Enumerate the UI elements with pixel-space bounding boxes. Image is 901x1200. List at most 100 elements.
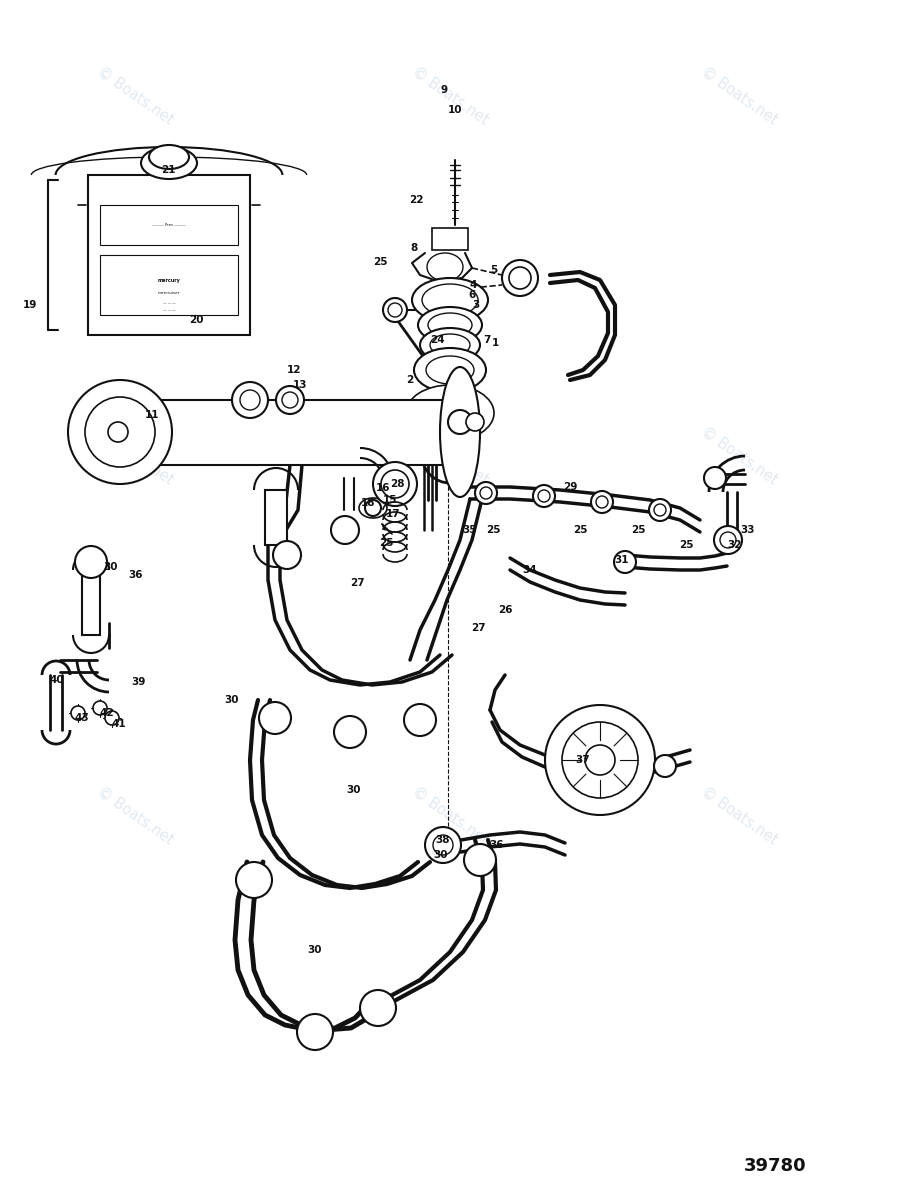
Text: 36: 36 bbox=[490, 840, 505, 850]
Text: 22: 22 bbox=[409, 194, 423, 205]
Ellipse shape bbox=[466, 413, 484, 431]
Text: 41: 41 bbox=[112, 719, 126, 730]
Ellipse shape bbox=[418, 307, 482, 343]
Ellipse shape bbox=[425, 827, 461, 863]
Text: © Boats.net: © Boats.net bbox=[95, 65, 176, 127]
Ellipse shape bbox=[105, 710, 119, 725]
Ellipse shape bbox=[85, 397, 155, 467]
Text: © Boats.net: © Boats.net bbox=[410, 785, 491, 847]
Text: 16: 16 bbox=[376, 484, 390, 493]
Ellipse shape bbox=[373, 462, 417, 506]
Text: 32: 32 bbox=[728, 540, 742, 550]
Text: 40: 40 bbox=[50, 674, 64, 685]
Text: — — —: — — — bbox=[162, 308, 176, 312]
Ellipse shape bbox=[383, 298, 407, 322]
Text: 36: 36 bbox=[129, 570, 143, 580]
Text: 25: 25 bbox=[486, 526, 500, 535]
Text: 37: 37 bbox=[576, 755, 590, 766]
Ellipse shape bbox=[365, 500, 381, 516]
Bar bbox=[82, 570, 100, 635]
Ellipse shape bbox=[404, 704, 436, 736]
Text: 38: 38 bbox=[436, 835, 450, 845]
Ellipse shape bbox=[562, 722, 638, 798]
Ellipse shape bbox=[704, 467, 726, 490]
Text: 30: 30 bbox=[224, 695, 240, 706]
Text: 1: 1 bbox=[491, 338, 498, 348]
Text: © Boats.net: © Boats.net bbox=[95, 425, 176, 487]
Bar bbox=[432, 228, 468, 250]
Ellipse shape bbox=[422, 284, 478, 316]
Ellipse shape bbox=[149, 145, 189, 169]
Ellipse shape bbox=[276, 386, 304, 414]
Ellipse shape bbox=[412, 278, 488, 322]
Text: 19: 19 bbox=[23, 300, 37, 310]
Text: 39: 39 bbox=[131, 677, 145, 686]
Ellipse shape bbox=[442, 437, 458, 452]
Bar bbox=[422, 392, 478, 434]
Text: 29: 29 bbox=[563, 482, 578, 492]
Text: 26: 26 bbox=[497, 605, 513, 614]
Ellipse shape bbox=[720, 532, 736, 548]
Ellipse shape bbox=[240, 390, 260, 410]
Ellipse shape bbox=[545, 704, 655, 815]
Text: © Boats.net: © Boats.net bbox=[95, 785, 176, 847]
Text: ——— Pres ———: ——— Pres ——— bbox=[152, 223, 186, 227]
Text: 27: 27 bbox=[470, 623, 486, 634]
Text: 8: 8 bbox=[410, 242, 418, 253]
Ellipse shape bbox=[360, 990, 396, 1026]
Text: mercruiser: mercruiser bbox=[158, 290, 180, 295]
Ellipse shape bbox=[426, 356, 474, 384]
Ellipse shape bbox=[388, 302, 402, 317]
Text: 6: 6 bbox=[469, 290, 476, 300]
Bar bbox=[100, 254, 238, 314]
Ellipse shape bbox=[259, 702, 291, 734]
Text: 30: 30 bbox=[433, 850, 449, 860]
Text: 10: 10 bbox=[448, 104, 462, 115]
Text: 7: 7 bbox=[483, 335, 491, 346]
Ellipse shape bbox=[654, 504, 666, 516]
Bar bbox=[120, 400, 460, 464]
Ellipse shape bbox=[430, 334, 470, 356]
Ellipse shape bbox=[480, 487, 492, 499]
Ellipse shape bbox=[596, 496, 608, 508]
Ellipse shape bbox=[464, 844, 496, 876]
Ellipse shape bbox=[71, 706, 85, 720]
Text: 25: 25 bbox=[373, 257, 387, 266]
Text: 20: 20 bbox=[188, 314, 204, 325]
Ellipse shape bbox=[68, 380, 172, 484]
Ellipse shape bbox=[591, 491, 613, 514]
Text: 30: 30 bbox=[347, 785, 361, 794]
Ellipse shape bbox=[654, 755, 676, 778]
Ellipse shape bbox=[414, 348, 486, 392]
Ellipse shape bbox=[334, 716, 366, 748]
Ellipse shape bbox=[381, 470, 409, 498]
Ellipse shape bbox=[614, 551, 636, 572]
Text: 33: 33 bbox=[741, 526, 755, 535]
Text: 18: 18 bbox=[360, 498, 375, 508]
Text: 27: 27 bbox=[350, 578, 364, 588]
Text: 12: 12 bbox=[287, 365, 301, 374]
Text: 25: 25 bbox=[378, 538, 393, 548]
Ellipse shape bbox=[428, 313, 472, 337]
Ellipse shape bbox=[232, 382, 268, 418]
Ellipse shape bbox=[420, 328, 480, 362]
Ellipse shape bbox=[141, 146, 197, 179]
Text: 11: 11 bbox=[145, 410, 159, 420]
Text: © Boats.net: © Boats.net bbox=[410, 65, 491, 127]
Ellipse shape bbox=[440, 367, 480, 497]
Text: © Boats.net: © Boats.net bbox=[698, 65, 779, 127]
Text: © Boats.net: © Boats.net bbox=[698, 425, 779, 487]
Ellipse shape bbox=[108, 422, 128, 442]
Ellipse shape bbox=[433, 835, 453, 854]
Text: 5: 5 bbox=[490, 265, 497, 275]
Bar bbox=[100, 205, 238, 245]
Text: 13: 13 bbox=[293, 380, 307, 390]
Ellipse shape bbox=[75, 546, 107, 578]
Bar bbox=[265, 490, 287, 545]
Ellipse shape bbox=[297, 1014, 333, 1050]
Ellipse shape bbox=[282, 392, 298, 408]
Text: 2: 2 bbox=[406, 374, 414, 385]
Ellipse shape bbox=[538, 490, 550, 502]
Text: 31: 31 bbox=[614, 554, 629, 565]
Text: 28: 28 bbox=[390, 479, 405, 490]
